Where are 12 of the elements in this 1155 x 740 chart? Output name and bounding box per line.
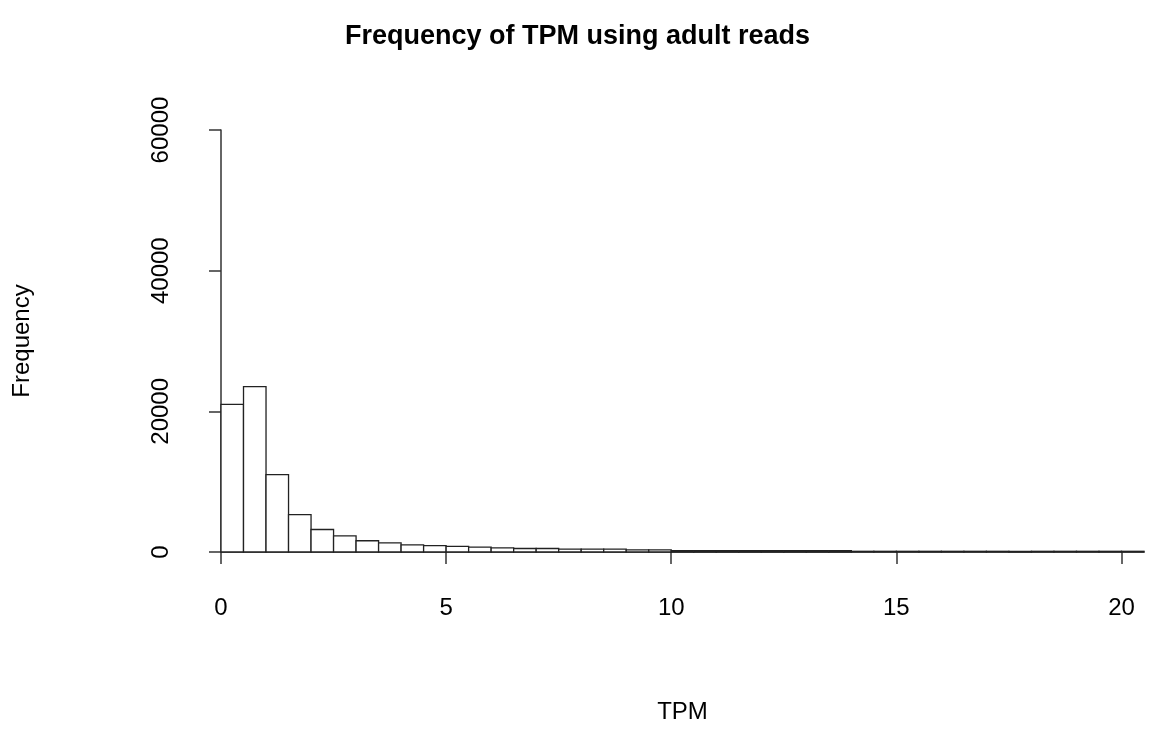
y-tick-label: 60000 — [145, 96, 173, 164]
x-tick-label: 5 — [439, 592, 453, 620]
x-tick-label: 10 — [657, 592, 685, 620]
y-tick-label: 40000 — [145, 237, 173, 305]
x-axis-title: TPM — [657, 696, 708, 724]
x-tick-label: 15 — [883, 592, 910, 620]
y-tick-label: 0 — [145, 545, 173, 559]
x-tick-label: 20 — [1108, 592, 1135, 620]
y-axis-title: Frequency — [6, 284, 34, 398]
x-tick-label: 0 — [214, 592, 228, 620]
y-tick-label: 20000 — [145, 377, 173, 445]
chart-title: Frequency of TPM using adult reads — [344, 19, 811, 50]
